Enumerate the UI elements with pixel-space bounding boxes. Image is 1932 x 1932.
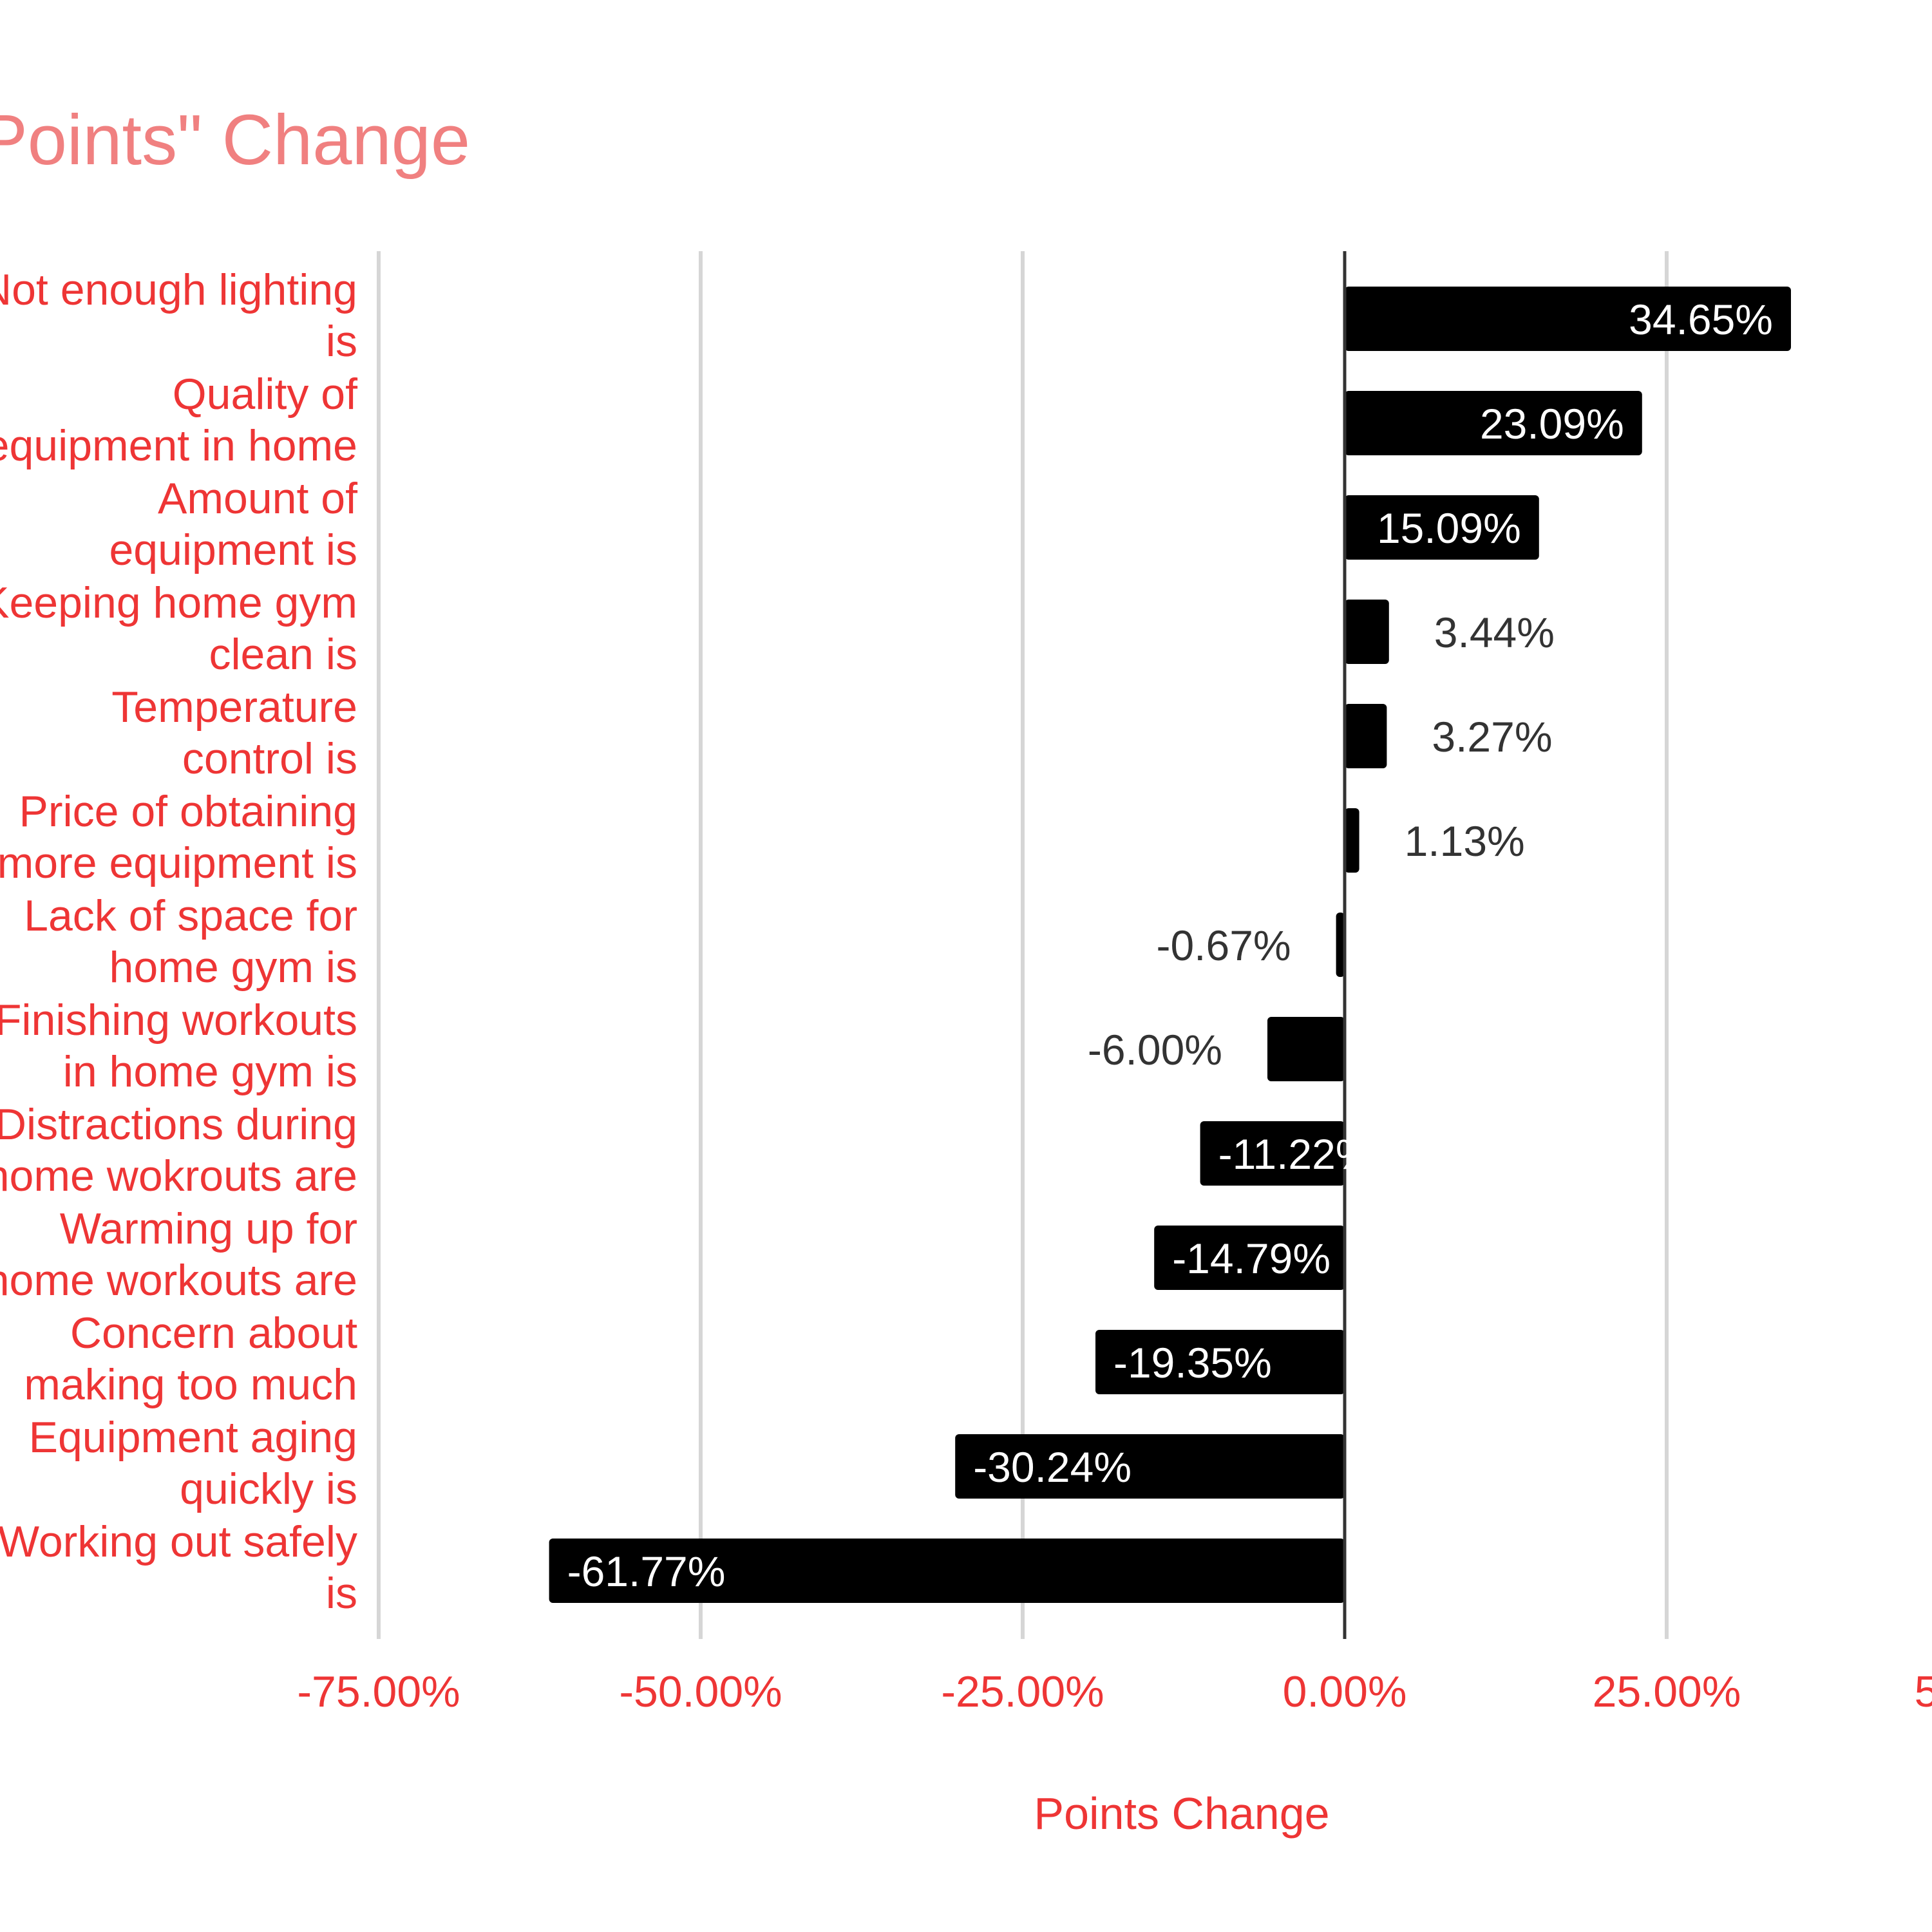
category-label: Warming up for home workouts are [0, 1204, 357, 1305]
x-axis-title: Points Change [1034, 1788, 1329, 1839]
category-label: Amount of equipment is [109, 474, 357, 574]
data-label: -61.77% [567, 1548, 726, 1595]
data-label: -14.79% [1172, 1235, 1331, 1282]
data-label: -0.67% [1156, 922, 1291, 969]
bar [1267, 1017, 1345, 1081]
chart-title: "Points" Change [0, 100, 470, 180]
x-tick-label: 25.00% [1593, 1667, 1741, 1716]
data-label: 3.44% [1434, 609, 1555, 656]
bar [1336, 913, 1345, 977]
category-label: Concern about making too much [24, 1309, 357, 1409]
bar [1345, 600, 1389, 664]
category-label: Distractions during home wokrouts are [0, 1100, 357, 1200]
bar [1345, 391, 1642, 455]
bar [955, 1434, 1345, 1499]
category-label: Lack of space for home gym is [24, 891, 357, 992]
x-tick-labels: -75.00% -50.00% -25.00% 0.00% 25.00% 50.00% [297, 1667, 1932, 1716]
category-label: Temperature control is [111, 683, 357, 783]
data-label: -11.22% [1218, 1130, 1374, 1178]
data-label: 3.27% [1432, 713, 1552, 761]
bar [1345, 808, 1359, 873]
category-label: Not enough lighting is [0, 265, 357, 366]
data-label: -30.24% [973, 1443, 1132, 1491]
category-label: Quality of equipment in home [0, 370, 357, 470]
data-labels: 34.65% 23.09% 15.09% 3.44% 3.27% 1.13% -0.67% -… [567, 296, 1773, 1595]
bar [1154, 1226, 1345, 1290]
category-label: Working out safely is [0, 1517, 357, 1618]
data-label: 1.13% [1405, 817, 1525, 865]
bar [1200, 1121, 1345, 1186]
x-tick-label: -25.00% [941, 1667, 1104, 1716]
x-tick-label: 0.00% [1283, 1667, 1407, 1716]
category-label: Price of obtaining more equipment is [0, 787, 357, 887]
data-label: 23.09% [1480, 400, 1624, 448]
bar [1345, 704, 1387, 768]
bar [549, 1539, 1345, 1603]
bar [1345, 495, 1539, 560]
x-tick-label: -75.00% [297, 1667, 460, 1716]
data-label: -19.35% [1113, 1339, 1272, 1387]
bars [549, 287, 1791, 1603]
category-label: Keeping home gym clean is [0, 578, 357, 679]
category-label: Finishing workouts in home gym is [0, 996, 357, 1096]
category-label: Equipment aging quickly is [29, 1413, 357, 1513]
bar [1095, 1330, 1345, 1394]
bar [1345, 287, 1791, 351]
x-tick-label: -50.00% [619, 1667, 782, 1716]
data-label: 15.09% [1377, 504, 1521, 552]
data-label: -6.00% [1088, 1026, 1222, 1074]
x-tick-label: 50.00% [1915, 1667, 1932, 1716]
data-label: 34.65% [1629, 296, 1773, 343]
grid-lines [377, 251, 1669, 1639]
